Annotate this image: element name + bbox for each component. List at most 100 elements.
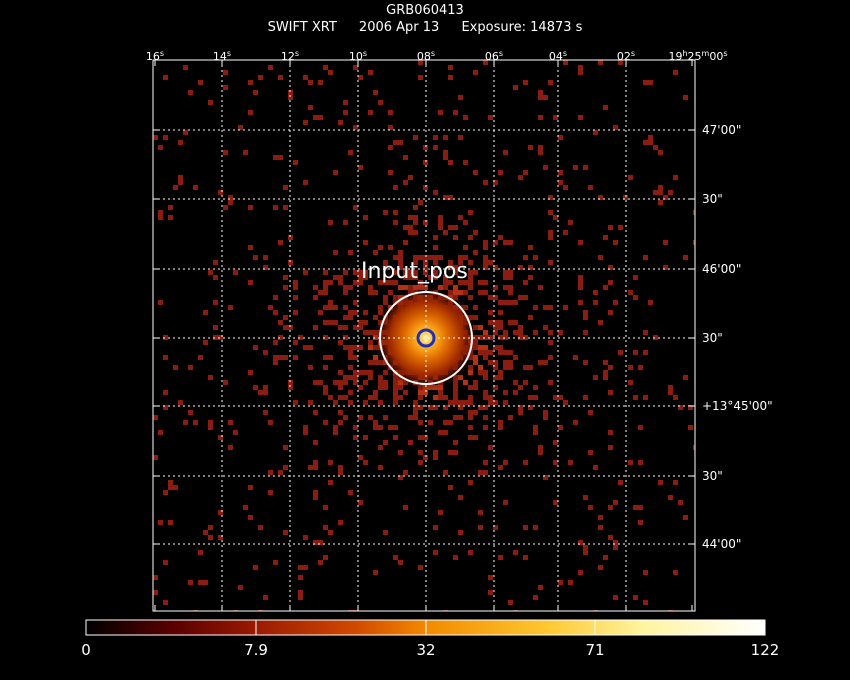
photon-pixel bbox=[528, 405, 533, 410]
photon-pixel bbox=[183, 65, 188, 70]
photon-pixel bbox=[348, 315, 353, 320]
photon-pixel bbox=[368, 395, 373, 400]
photon-pixel bbox=[163, 560, 168, 565]
plot-frame bbox=[152, 59, 696, 612]
photon-pixel bbox=[593, 290, 598, 295]
photon-pixel bbox=[663, 195, 668, 200]
photon-pixel bbox=[303, 120, 308, 125]
photon-pixel bbox=[368, 290, 373, 295]
photon-pixel bbox=[333, 320, 338, 325]
photon-pixel bbox=[488, 445, 493, 450]
photon-pixel bbox=[543, 165, 548, 170]
photon-pixel bbox=[273, 560, 278, 565]
photon-pixel bbox=[403, 470, 408, 475]
photon-pixel bbox=[438, 510, 443, 515]
photon-pixel bbox=[353, 425, 358, 430]
photon-pixel bbox=[238, 125, 243, 130]
photon-pixel bbox=[493, 385, 498, 390]
photon-pixel bbox=[163, 355, 168, 360]
photon-pixel bbox=[283, 325, 288, 330]
photon-pixel bbox=[598, 515, 603, 520]
photon-pixel bbox=[493, 365, 498, 370]
photon-pixel bbox=[368, 70, 373, 75]
photon-pixel bbox=[423, 255, 428, 260]
photon-pixel bbox=[313, 495, 318, 500]
instrument-label: SWIFT XRT bbox=[267, 20, 337, 35]
photon-pixel bbox=[338, 395, 343, 400]
photon-pixel bbox=[203, 530, 208, 535]
photon-pixel bbox=[493, 330, 498, 335]
photon-pixel bbox=[313, 440, 318, 445]
photon-pixel bbox=[393, 555, 398, 560]
photon-pixel bbox=[368, 285, 373, 290]
photon-pixel bbox=[383, 300, 388, 305]
photon-pixel bbox=[368, 370, 373, 375]
photon-pixel bbox=[303, 430, 308, 435]
photon-pixel bbox=[503, 285, 508, 290]
photon-pixel bbox=[583, 165, 588, 170]
photon-pixel bbox=[373, 315, 378, 320]
photon-pixel bbox=[528, 275, 533, 280]
photon-pixel bbox=[518, 335, 523, 340]
photon-pixel bbox=[498, 345, 503, 350]
photon-pixel bbox=[518, 175, 523, 180]
photon-pixel bbox=[403, 240, 408, 245]
photon-pixel bbox=[548, 340, 553, 345]
photon-pixel bbox=[548, 260, 553, 265]
photon-pixel bbox=[658, 480, 663, 485]
photon-pixel bbox=[328, 70, 333, 75]
photon-pixel bbox=[218, 190, 223, 195]
photon-pixel bbox=[433, 525, 438, 530]
photon-pixel bbox=[478, 290, 483, 295]
photon-pixel bbox=[453, 225, 458, 230]
photon-pixel bbox=[163, 405, 168, 410]
photon-pixel bbox=[473, 230, 478, 235]
photon-pixel bbox=[298, 335, 303, 340]
photon-pixel bbox=[558, 580, 563, 585]
photon-pixel bbox=[168, 480, 173, 485]
photon-pixel bbox=[503, 270, 508, 275]
photon-pixel bbox=[538, 285, 543, 290]
photon-pixel bbox=[488, 260, 493, 265]
photon-pixel bbox=[223, 205, 228, 210]
photon-pixel bbox=[198, 580, 203, 585]
photon-pixel bbox=[358, 345, 363, 350]
photon-pixel bbox=[533, 395, 538, 400]
photon-pixel bbox=[618, 480, 623, 485]
photon-pixel bbox=[373, 355, 378, 360]
photon-pixel bbox=[458, 280, 463, 285]
photon-pixel bbox=[488, 310, 493, 315]
photon-pixel bbox=[448, 195, 453, 200]
photon-pixel bbox=[493, 375, 498, 380]
photon-pixel bbox=[643, 255, 648, 260]
photon-pixel bbox=[513, 550, 518, 555]
photon-pixel bbox=[403, 275, 408, 280]
photon-pixel bbox=[433, 145, 438, 150]
photon-pixel bbox=[518, 405, 523, 410]
dec-tick-label: 47'00" bbox=[702, 123, 742, 137]
photon-pixel bbox=[368, 345, 373, 350]
photon-pixel bbox=[233, 430, 238, 435]
photon-pixel bbox=[368, 375, 373, 380]
photon-pixel bbox=[468, 410, 473, 415]
photon-pixel bbox=[338, 325, 343, 330]
photon-pixel bbox=[518, 385, 523, 390]
photon-pixel bbox=[373, 360, 378, 365]
photon-pixel bbox=[223, 380, 228, 385]
photon-pixel bbox=[398, 560, 403, 565]
photon-pixel bbox=[628, 380, 633, 385]
photon-pixel bbox=[543, 475, 548, 480]
photon-pixel bbox=[483, 330, 488, 335]
photon-pixel bbox=[608, 505, 613, 510]
photon-pixel bbox=[528, 265, 533, 270]
photon-pixel bbox=[433, 245, 438, 250]
ra-tick-label: 19h25m00s bbox=[668, 49, 728, 63]
photon-pixel bbox=[378, 245, 383, 250]
photon-pixel bbox=[508, 300, 513, 305]
photon-pixel bbox=[563, 230, 568, 235]
photon-pixel bbox=[228, 200, 233, 205]
photon-pixel bbox=[153, 455, 158, 460]
photon-pixel bbox=[383, 260, 388, 265]
photon-pixel bbox=[518, 265, 523, 270]
